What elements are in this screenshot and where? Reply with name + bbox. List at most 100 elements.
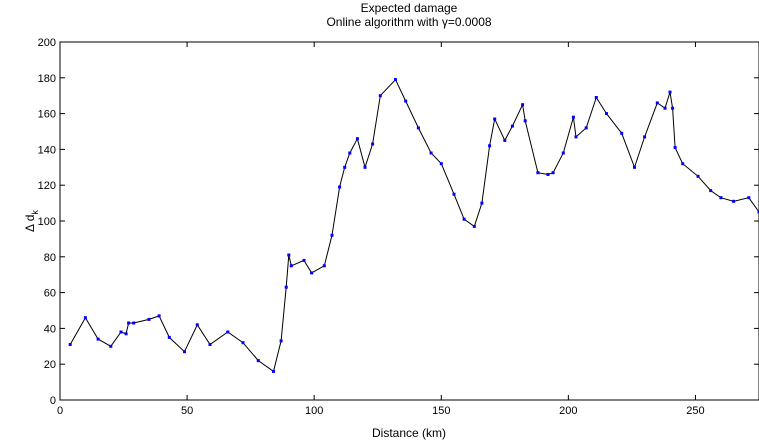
data-point [371, 142, 375, 146]
data-point [536, 171, 540, 175]
data-point [96, 337, 100, 341]
data-point [633, 165, 636, 169]
data-point [310, 271, 314, 275]
data-point [503, 138, 507, 142]
data-point [167, 335, 171, 339]
y-tick-label: 160 [38, 109, 56, 121]
data-point [673, 146, 677, 150]
y-tick-label: 180 [38, 73, 56, 85]
x-axis-label: Distance (km) [372, 426, 446, 440]
data-point [732, 199, 736, 203]
y-axis-label-main: Δ d [23, 215, 37, 232]
data-point [757, 210, 759, 214]
chart-subtitle: Online algorithm with γ=0.0008 [326, 15, 491, 29]
data-point [493, 117, 497, 121]
data-point [551, 171, 555, 175]
data-point [279, 339, 283, 343]
data-point [574, 135, 578, 139]
y-tick-label: 0 [50, 395, 56, 407]
data-point [127, 321, 131, 325]
data-point [343, 165, 347, 169]
data-point [709, 189, 713, 193]
data-point [663, 106, 667, 110]
data-point [272, 369, 275, 373]
data-point [355, 137, 359, 141]
data-point [521, 103, 525, 107]
data-point [523, 119, 527, 123]
data-point [363, 165, 367, 169]
data-point [195, 323, 199, 327]
data-point [480, 201, 484, 205]
data-point [394, 78, 397, 82]
plot-area [59, 41, 759, 401]
series-markers [68, 78, 759, 373]
chart-title: Expected damage [361, 1, 458, 15]
y-tick-label: 80 [44, 252, 56, 264]
data-point [284, 285, 288, 289]
data-point [696, 174, 700, 178]
data-point [681, 162, 685, 166]
data-point [183, 350, 186, 354]
data-point [605, 112, 608, 116]
data-point [452, 192, 456, 196]
data-point [330, 233, 334, 237]
y-tick-label: 20 [44, 359, 56, 371]
x-tick-label: 0 [57, 405, 63, 417]
y-tick-label: 60 [44, 288, 56, 300]
data-point [472, 224, 476, 228]
data-point [620, 131, 624, 135]
data-point [287, 253, 291, 257]
data-point [439, 162, 443, 166]
y-tick-label: 200 [38, 37, 56, 49]
data-point [147, 317, 151, 321]
data-point [378, 94, 382, 98]
data-point [747, 196, 751, 200]
data-point [322, 264, 326, 268]
series-line-path [69, 78, 759, 373]
data-point [348, 151, 352, 155]
x-tick-label: 150 [432, 405, 450, 417]
x-axis: 0 50 100 150 200 250 [57, 42, 705, 417]
data-point [404, 99, 408, 103]
y-axis-label-subscript: k [30, 210, 40, 215]
y-tick-label: 100 [38, 216, 56, 228]
data-point [655, 101, 659, 105]
series-line [69, 78, 759, 373]
y-axis: 0 20 40 60 80 100 120 140 160 180 200 [38, 37, 759, 407]
y-axis-label: Δ dk [23, 210, 40, 232]
x-tick-label: 100 [305, 405, 323, 417]
data-point [671, 106, 675, 110]
data-point [68, 343, 72, 346]
y-tick-label: 140 [38, 144, 56, 156]
data-point [289, 264, 293, 268]
data-point [429, 151, 433, 155]
x-tick-label: 50 [181, 405, 193, 417]
data-point [510, 124, 514, 128]
data-point [462, 217, 466, 221]
data-point [124, 332, 128, 336]
data-point [719, 196, 723, 200]
data-point [157, 314, 161, 318]
x-tick-label: 200 [559, 405, 577, 417]
data-point [256, 359, 260, 363]
data-point [119, 330, 123, 334]
x-tick-label: 250 [686, 405, 704, 417]
data-point [109, 344, 113, 348]
data-point [561, 151, 565, 155]
data-point [83, 316, 87, 320]
data-point [571, 115, 575, 119]
data-point [241, 341, 245, 345]
y-tick-label: 120 [38, 180, 56, 192]
data-point [643, 135, 647, 139]
data-point [302, 258, 306, 262]
data-point [488, 144, 492, 148]
data-point [584, 126, 588, 130]
data-point [338, 185, 342, 189]
data-point [594, 96, 598, 99]
data-point [208, 343, 212, 346]
data-point [226, 330, 230, 334]
y-tick-label: 40 [44, 323, 56, 335]
data-point [416, 126, 420, 130]
data-point [132, 321, 136, 325]
